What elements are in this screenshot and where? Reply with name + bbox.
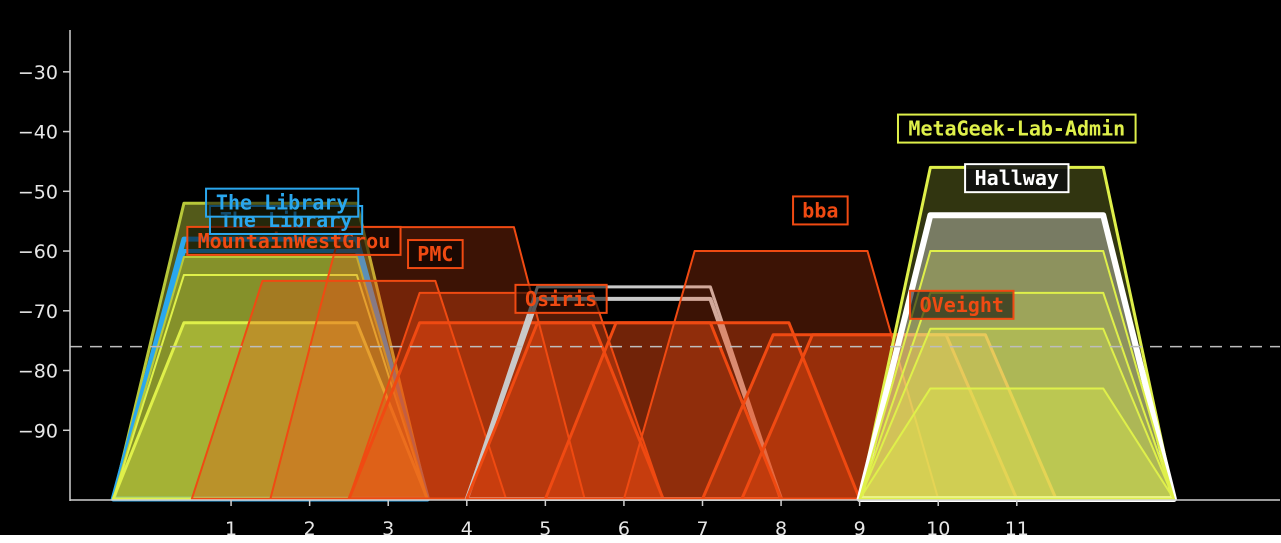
network-label-9: The Library <box>205 187 360 218</box>
network-label-box <box>964 163 1070 194</box>
x-tick-label: 2 <box>304 518 316 540</box>
network-label-box <box>909 289 1015 320</box>
network-label-5: Osiris <box>514 283 608 314</box>
network-label-box <box>514 283 608 314</box>
y-tick-label: −80 <box>18 361 58 383</box>
network-label-box <box>896 113 1137 144</box>
network-label-box <box>205 187 360 218</box>
x-tick-label: 8 <box>775 518 787 540</box>
network-label-text: ОVeight <box>920 293 1004 317</box>
x-tick-label: 5 <box>539 518 551 540</box>
network-label-4: ОVeight <box>909 289 1015 320</box>
x-tick-label: 9 <box>854 518 866 540</box>
network-label-2: Hallway <box>964 163 1070 194</box>
x-tick-label: 7 <box>696 518 708 540</box>
network-curve-23 <box>858 387 1175 500</box>
x-tick-label: 6 <box>618 518 630 540</box>
label-layer: MetaGeek-Lab-Admin Hallway bba ОVeight Osiri… <box>186 113 1137 320</box>
x-tick-label: 11 <box>1005 518 1029 540</box>
y-tick-label: −40 <box>18 122 58 144</box>
network-label-text: Osiris <box>525 287 597 311</box>
y-tick-label: −90 <box>18 420 58 442</box>
x-tick-label: 10 <box>926 518 950 540</box>
network-label-text: MetaGeek-Lab-Admin <box>908 117 1125 141</box>
network-label-3: bba <box>792 195 849 226</box>
axes-layer: −30 −40 −50 −60 −70 −80 −90 1 2 3 4 5 6 7 8 9 10 11 <box>18 30 1280 540</box>
network-label-text: The Library <box>216 191 348 215</box>
x-tick-label: 4 <box>461 518 473 540</box>
y-tick-label: −30 <box>18 62 58 84</box>
network-label-box <box>792 195 849 226</box>
network-label-box <box>407 239 464 270</box>
bottom-band <box>0 535 1281 543</box>
y-tick-label: −60 <box>18 241 58 263</box>
network-label-1: MetaGeek-Lab-Admin <box>896 113 1137 144</box>
network-label-6: PMC <box>407 239 464 270</box>
x-tick-label: 3 <box>382 518 394 540</box>
y-tick-label: −50 <box>18 181 58 203</box>
network-label-text: bba <box>802 198 838 222</box>
series-layer <box>110 165 1177 502</box>
y-tick-label: −70 <box>18 301 58 323</box>
network-label-text: PMC <box>417 242 453 266</box>
x-tick-label: 1 <box>225 518 237 540</box>
network-label-text: Hallway <box>975 166 1059 190</box>
